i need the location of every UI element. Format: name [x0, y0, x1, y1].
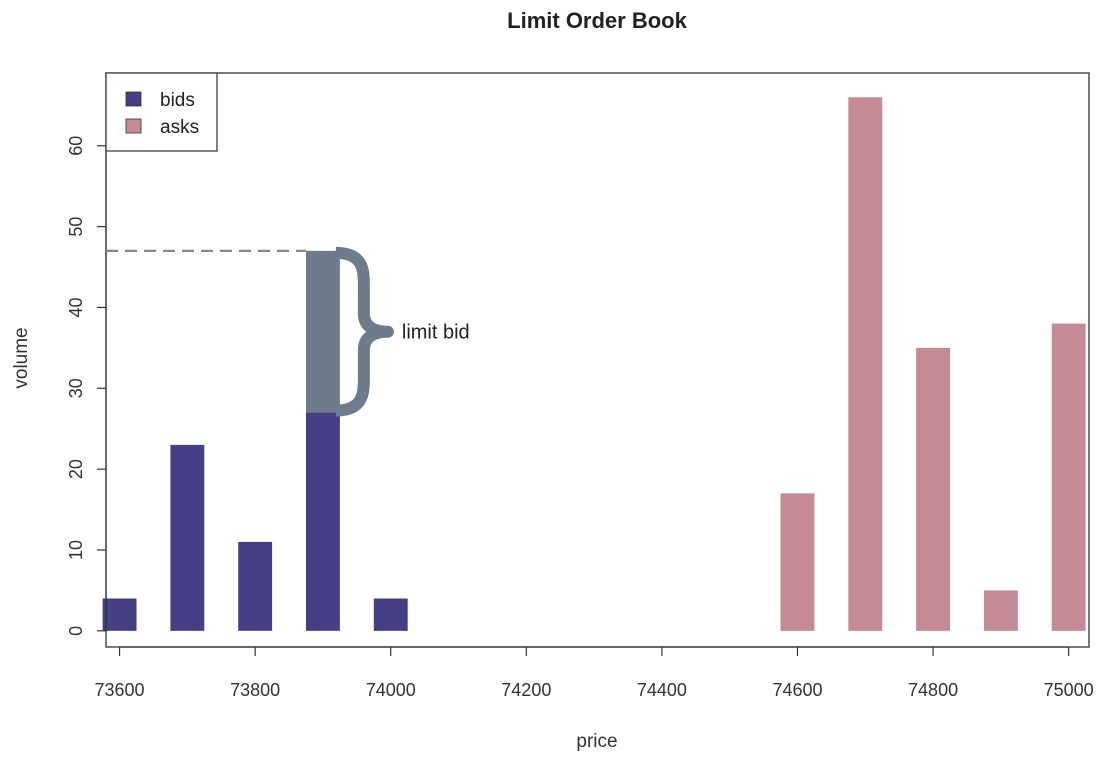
bar-asks-74800	[916, 347, 951, 631]
y-tick-label-30: 30	[66, 378, 86, 398]
bar-bids-73700	[170, 444, 205, 631]
x-tick-label-74600: 74600	[772, 680, 822, 700]
legend-label-asks: asks	[160, 117, 199, 138]
y-axis-label: volume	[11, 327, 32, 388]
bar-bids-73800	[238, 541, 273, 631]
y-tick-label-60: 60	[66, 136, 86, 156]
y-axis: 0 10 20 30 40 50 60	[66, 136, 107, 636]
x-tick-label-74800: 74800	[908, 680, 958, 700]
x-axis-label: price	[576, 731, 617, 752]
x-tick-label-74000: 74000	[366, 680, 416, 700]
legend-swatch-asks	[125, 118, 142, 134]
legend-swatch-bids	[125, 91, 142, 107]
legend-box	[105, 72, 218, 152]
x-tick-label-73600: 73600	[95, 680, 145, 700]
bar-bids-74000	[373, 598, 408, 631]
x-tick-label-74400: 74400	[637, 680, 687, 700]
curly-brace-icon	[335, 246, 394, 417]
bar-bids-73600	[102, 598, 137, 631]
bar-asks-74900	[983, 590, 1018, 631]
x-tick-label-74200: 74200	[501, 680, 551, 700]
plot-area	[102, 97, 1086, 631]
legend: bids asks	[105, 72, 218, 152]
y-tick-label-0: 0	[66, 626, 86, 636]
x-axis: 73600 73800 74000 74200 74400 74600 74800 75000	[95, 646, 1094, 700]
y-tick-label-40: 40	[66, 297, 86, 317]
x-tick-label-73800: 73800	[230, 680, 280, 700]
annotation-label: limit bid	[402, 322, 470, 344]
bar-asks-74700	[848, 97, 883, 631]
y-tick-label-10: 10	[66, 540, 86, 560]
y-tick-label-50: 50	[66, 217, 86, 237]
bar-asks-74600	[780, 493, 815, 631]
chart-title: Limit Order Book	[507, 8, 687, 33]
bar-asks-75000	[1051, 323, 1086, 631]
legend-label-bids: bids	[160, 90, 195, 111]
y-tick-label-20: 20	[66, 459, 86, 479]
limit-bid-block	[305, 250, 340, 413]
bar-bids-73900	[305, 412, 340, 631]
limit-bid-annotation: limit bid	[106, 246, 470, 417]
x-tick-label-75000: 75000	[1044, 680, 1094, 700]
